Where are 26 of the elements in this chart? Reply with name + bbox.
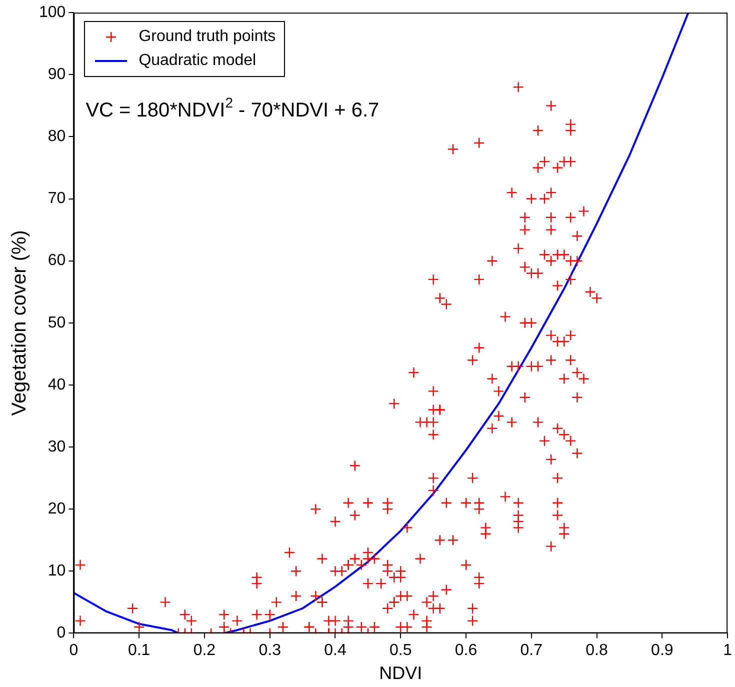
- x-tick-label: 0: [69, 642, 78, 660]
- y-tick-label: 60: [48, 252, 66, 270]
- x-tick-label: 0.4: [324, 642, 346, 660]
- x-tick-label: 0.9: [651, 642, 674, 660]
- y-tick-label: 30: [48, 438, 66, 456]
- x-tick-label: 0.6: [454, 642, 478, 660]
- y-tick-label: 20: [48, 500, 66, 518]
- y-tick-label: 50: [48, 314, 66, 332]
- x-tick-label: 0.5: [390, 642, 412, 660]
- y-tick-label: 10: [48, 562, 66, 580]
- y-tick-label: 80: [48, 128, 66, 146]
- y-tick-label: 0: [56, 624, 66, 642]
- y-tick-label: 40: [48, 376, 66, 394]
- x-tick-label: 0.7: [520, 642, 543, 660]
- y-tick-label: 90: [48, 66, 66, 84]
- legend-label: Quadratic model: [138, 52, 256, 70]
- x-tick-label: 1: [723, 642, 732, 660]
- x-axis-title: NDVI: [379, 663, 422, 684]
- x-tick-label: 0.3: [258, 642, 282, 660]
- y-axis-title: Vegetation cover (%): [8, 230, 31, 416]
- y-tick-label: 70: [48, 190, 66, 208]
- x-tick-label: 0.2: [193, 642, 216, 660]
- x-tick-label: 0.1: [128, 642, 150, 660]
- x-tick-label: 0.8: [586, 642, 608, 660]
- y-tick-label: 100: [38, 4, 66, 22]
- legend-label: Ground truth points: [138, 28, 276, 46]
